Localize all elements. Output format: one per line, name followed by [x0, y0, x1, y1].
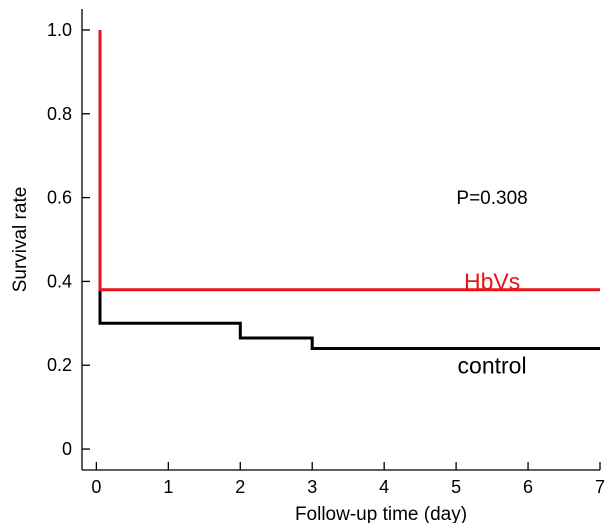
- x-tick-label: 0: [91, 477, 101, 497]
- annotation-label: control: [458, 352, 527, 378]
- x-tick-label: 5: [451, 477, 461, 497]
- x-tick-label: 4: [379, 477, 389, 497]
- x-axis-title: Follow-up time (day): [295, 504, 467, 523]
- annotation-label: HbVs: [464, 268, 520, 294]
- plot-area: [98, 30, 600, 350]
- x-tick-label: 3: [307, 477, 317, 497]
- series-line-hbvs: [98, 30, 600, 292]
- x-tick-label: 1: [163, 477, 173, 497]
- y-tick-label: 0: [62, 439, 72, 459]
- annotation-label: P=0.308: [456, 188, 527, 209]
- y-tick-label: 0.6: [47, 188, 72, 208]
- y-axis-title: Survival rate: [10, 187, 31, 293]
- x-tick-label: 6: [523, 477, 533, 497]
- labels: 0 1 2 3 4 5 6 7 0 0.2 0.4 0.6 0.8 1.0 Follow-up time (…: [10, 20, 605, 523]
- y-tick-label: 0.4: [47, 271, 72, 291]
- axes: [81, 9, 601, 471]
- series-line-control: [98, 289, 600, 350]
- x-tick-label: 2: [235, 477, 245, 497]
- y-tick-label: 1.0: [47, 20, 72, 40]
- y-tick-label: 0.2: [47, 355, 72, 375]
- y-tick-label: 0.8: [47, 104, 72, 124]
- x-tick-label: 7: [595, 477, 605, 497]
